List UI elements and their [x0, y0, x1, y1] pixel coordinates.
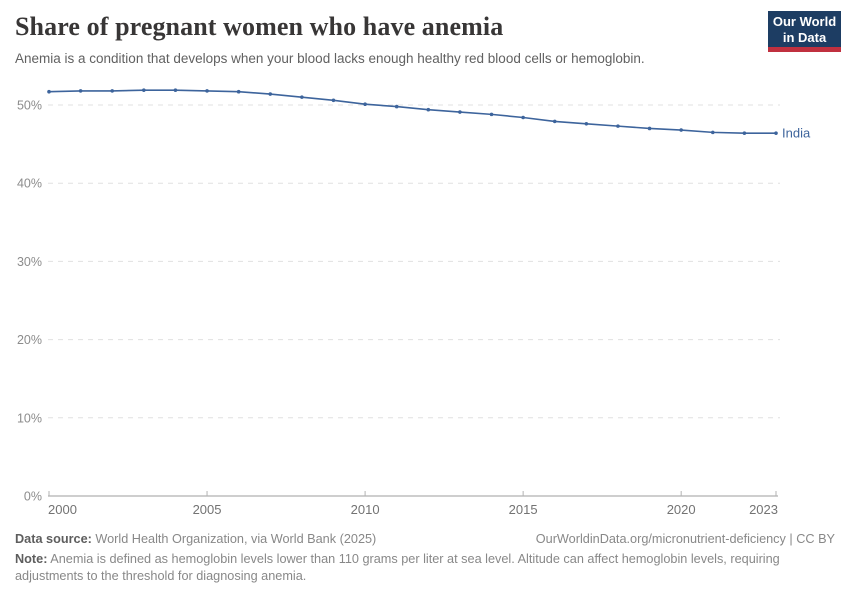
svg-text:2010: 2010 — [351, 502, 380, 517]
gridlines — [48, 104, 780, 419]
y-axis-tick-labels: 0% 10% 20% 30% 40% 50% — [17, 99, 42, 504]
chart-note: Note: Anemia is defined as hemoglobin le… — [15, 551, 810, 585]
data-source-value: World Health Organization, via World Ban… — [91, 532, 377, 546]
svg-text:50%: 50% — [17, 99, 42, 113]
svg-text:2015: 2015 — [509, 502, 538, 517]
page-title: Share of pregnant women who have anemia — [15, 12, 504, 41]
svg-text:30%: 30% — [17, 255, 42, 269]
note-value: Anemia is defined as hemoglobin levels l… — [15, 552, 780, 583]
svg-text:2020: 2020 — [667, 502, 696, 517]
line-chart-canvas[interactable]: 0%10%20%30%40%50% 2000 2005 2010 2015 2020 20… — [0, 80, 850, 530]
owid-logo-line1: Our World — [772, 14, 837, 29]
svg-text:2023: 2023 — [749, 502, 778, 517]
note-label: Note: — [15, 552, 48, 566]
entity-label-india[interactable]: India — [782, 126, 811, 141]
owid-logo-line2: in Data — [782, 29, 827, 45]
x-axis-tick-labels: 2000 2005 2010 2015 2020 2023 — [48, 502, 778, 517]
svg-text:20%: 20% — [17, 333, 42, 347]
svg-text:10%: 10% — [17, 411, 42, 425]
svg-text:0%: 0% — [24, 490, 42, 504]
license-text: OurWorldinData.org/micronutrient-deficie… — [535, 532, 835, 546]
owid-logo[interactable]: Our World in Data — [768, 11, 841, 52]
x-axis — [48, 491, 778, 497]
svg-text:2005: 2005 — [193, 502, 222, 517]
data-source-text: Data source: World Health Organization, … — [15, 531, 376, 547]
india-series-line[interactable]: India — [47, 88, 811, 141]
data-source-label: Data source: — [15, 532, 92, 546]
svg-text:2000: 2000 — [48, 502, 77, 517]
svg-text:40%: 40% — [17, 177, 42, 191]
chart-subtitle: Anemia is a condition that develops when… — [15, 51, 645, 66]
